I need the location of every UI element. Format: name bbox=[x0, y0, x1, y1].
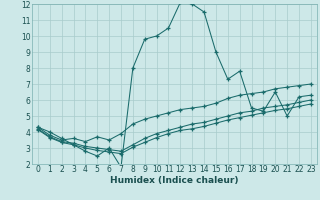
X-axis label: Humidex (Indice chaleur): Humidex (Indice chaleur) bbox=[110, 176, 239, 185]
